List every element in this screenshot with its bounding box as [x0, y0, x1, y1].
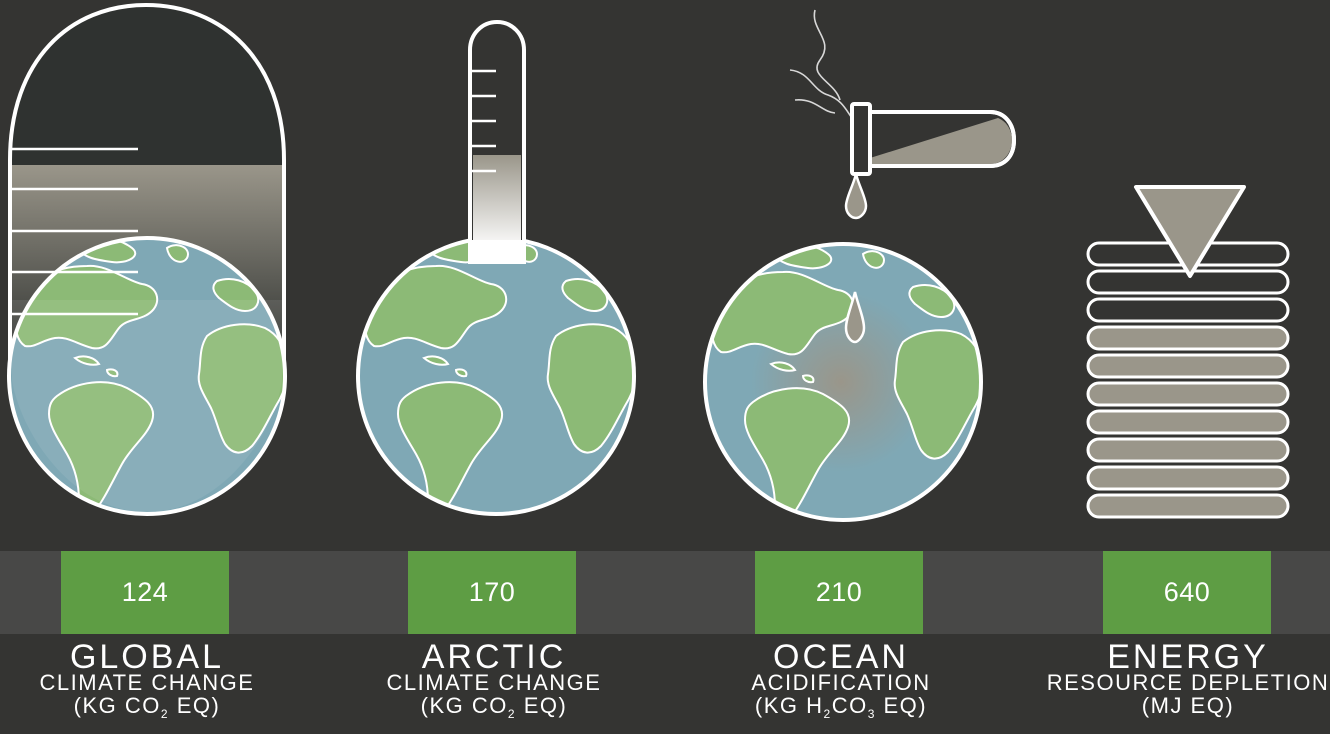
global-value: 124 [61, 551, 229, 634]
global-unit: (KG CO2 EQ) [73, 693, 221, 722]
energy-stack-gauge-icon [1086, 185, 1290, 519]
energy-value: 640 [1103, 551, 1271, 634]
glass-beaker-over-globe-icon [7, 2, 287, 516]
ocean-label: OCEAN ACIDIFICATION (KG H2CO3 EQ) [681, 638, 1001, 726]
arctic-label: ARCTIC CLIMATE CHANGE (KG CO2 EQ) [334, 638, 654, 726]
test-tube-dripping-on-globe-icon [703, 9, 1017, 522]
energy-title: ENERGY [1107, 638, 1269, 676]
global-title: GLOBAL [69, 638, 225, 676]
arctic-unit: (KG CO2 EQ) [420, 693, 568, 722]
arctic-subtitle: CLIMATE CHANGE [386, 670, 602, 695]
energy-unit: (MJ EQ) [1141, 693, 1235, 718]
thermometer-on-globe-icon [356, 19, 636, 516]
energy-label: ENERGY RESOURCE DEPLETION (MJ EQ) [1028, 638, 1330, 726]
ocean-value: 210 [755, 551, 923, 634]
ocean-subtitle: ACIDIFICATION [751, 670, 931, 695]
arctic-title: ARCTIC [421, 638, 567, 676]
energy-subtitle: RESOURCE DEPLETION [1046, 670, 1330, 695]
global-subtitle: CLIMATE CHANGE [39, 670, 255, 695]
ocean-unit: (KG H2CO3 EQ) [754, 693, 928, 722]
ocean-title: OCEAN [773, 638, 909, 676]
arctic-value: 170 [408, 551, 576, 634]
global-label: GLOBAL CLIMATE CHANGE (KG CO2 EQ) [0, 638, 307, 726]
